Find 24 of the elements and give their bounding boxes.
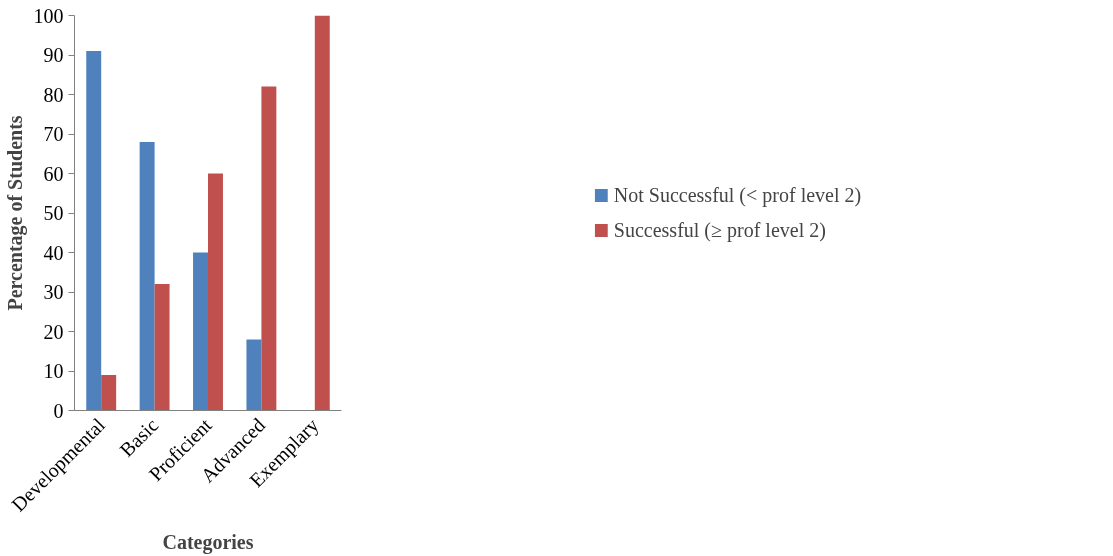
y-tick-label: 0 — [53, 399, 64, 422]
y-tick-label: 70 — [43, 123, 64, 145]
bar — [246, 339, 262, 411]
bar — [208, 173, 223, 411]
y-tick-label: 20 — [43, 320, 64, 343]
bar — [86, 51, 102, 411]
y-tick-label: 50 — [43, 202, 64, 224]
y-tick-label: 90 — [43, 44, 64, 66]
bar — [314, 15, 330, 411]
y-tick-label: 80 — [43, 83, 64, 106]
y-tick-label: 10 — [43, 360, 64, 382]
y-axis-title: Percentage of Students — [3, 115, 27, 311]
bar — [193, 252, 208, 411]
y-tick-label: 100 — [33, 4, 64, 27]
y-tick-label: 30 — [43, 281, 64, 303]
y-tick-label: 60 — [43, 162, 64, 185]
bar — [139, 141, 155, 411]
legend-label: Successful (≥ prof level 2) — [613, 218, 826, 242]
bar — [154, 284, 170, 411]
legend-label: Not Successful (< prof level 2) — [613, 183, 862, 207]
x-axis-title: Categories — [162, 531, 254, 555]
bar — [261, 86, 277, 411]
bar — [101, 374, 117, 411]
y-tick-label: 40 — [43, 241, 64, 264]
